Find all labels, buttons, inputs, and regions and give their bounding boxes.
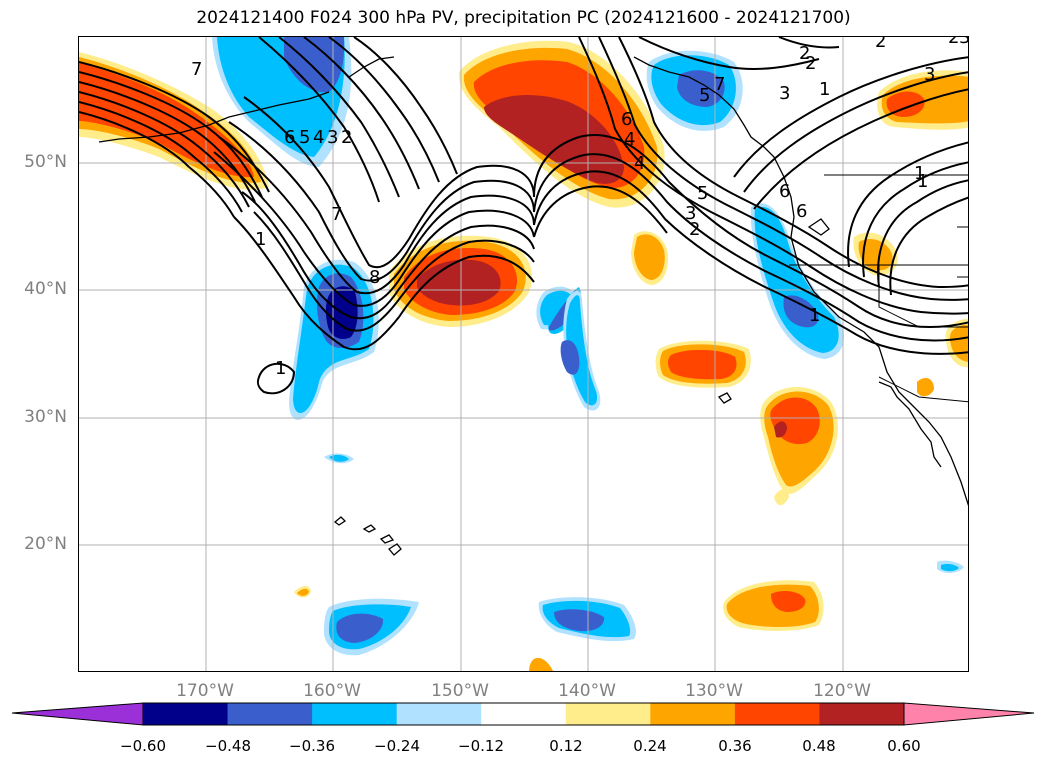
contour-label: 3 — [924, 64, 935, 85]
contour-label: 4 — [634, 153, 645, 174]
contour-label: 1 — [819, 79, 830, 100]
contour-label: 2 — [799, 43, 810, 64]
lat-label-40n: 40°N — [24, 279, 67, 299]
colorbar-segment — [396, 703, 482, 725]
colorbar-segment — [227, 703, 313, 725]
colorbar-tick-label: −0.12 — [458, 737, 504, 755]
colorbar-tick-label: 0.24 — [633, 737, 667, 755]
contour-label: 2 — [689, 219, 700, 240]
colorbar-tick-label: 0.48 — [802, 737, 836, 755]
colorbar-tick-label: −0.48 — [205, 737, 251, 755]
colorbar-tick-label: −0.36 — [289, 737, 335, 755]
contour-label: 1 — [255, 229, 266, 250]
colorbar-segment — [819, 703, 905, 725]
gridlines — [79, 37, 968, 671]
colorbar-tick-label: 0.12 — [549, 737, 583, 755]
colorbar-segment — [312, 703, 398, 725]
contour-label: 3 — [327, 127, 338, 148]
contour-label: 7 — [331, 204, 342, 225]
contour-label: 6 — [796, 201, 807, 222]
colorbar — [11, 702, 1035, 726]
lon-label-120w: 120°W — [813, 681, 871, 701]
colorbar-tick-label: −0.60 — [120, 737, 166, 755]
map-title: 2024121400 F024 300 hPa PV, precipitatio… — [196, 8, 851, 28]
contour-label: 8 — [369, 267, 380, 288]
contour-label: 3 — [685, 203, 696, 224]
pv-contours — [79, 37, 968, 395]
colorbar-segment — [143, 703, 229, 725]
contour-label: 4 — [624, 129, 635, 150]
contour-label: 1 — [809, 305, 820, 326]
contour-label: 3 — [959, 37, 969, 48]
contour-label: 2 — [875, 37, 886, 52]
contour-label: 6 — [621, 109, 632, 130]
contour-label: 7 — [191, 59, 202, 80]
colorbar-tick-label: 0.36 — [718, 737, 752, 755]
contour-label: 2 — [341, 127, 352, 148]
colorbar-segment — [481, 703, 567, 725]
colorbar-tick-label: −0.24 — [374, 737, 420, 755]
lon-label-130w: 130°W — [685, 681, 743, 701]
contour-label: 4 — [313, 127, 324, 148]
lon-label-170w: 170°W — [176, 681, 234, 701]
lat-label-20n: 20°N — [24, 534, 67, 554]
lat-label-50n: 50°N — [24, 152, 67, 172]
lat-label-30n: 30°N — [24, 407, 67, 427]
contour-label: 5 — [699, 85, 710, 106]
contour-label: 1 — [917, 171, 928, 192]
lon-label-150w: 150°W — [431, 681, 489, 701]
colorbar-extend-low — [12, 703, 143, 725]
contour-labels: 7 6 5 4 3 2 1 8 7 1 6 5 4 3 2 6 2 2 3 1 … — [191, 37, 969, 379]
contour-label: 6 — [779, 181, 790, 202]
contour-label: 7 — [714, 74, 725, 95]
contour-label: 1 — [914, 163, 925, 184]
colorbar-segment — [565, 703, 651, 725]
coastlines — [98, 56, 968, 556]
lon-label-140w: 140°W — [558, 681, 616, 701]
lon-label-160w: 160°W — [303, 681, 361, 701]
colorbar-extend-high — [904, 703, 1034, 725]
contour-label: 3 — [779, 83, 790, 104]
contour-label: 5 — [697, 183, 708, 204]
colorbar-segment — [734, 703, 820, 725]
map-panel[interactable]: 7 6 5 4 3 2 1 8 7 1 6 5 4 3 2 6 2 2 3 1 … — [78, 36, 969, 672]
contour-label: 2 — [948, 37, 959, 48]
colorbar-segment — [650, 703, 736, 725]
colorbar-tick-label: 0.60 — [887, 737, 921, 755]
contour-label: 2 — [805, 53, 816, 74]
contour-label: 5 — [299, 127, 310, 148]
map-canvas: 7 6 5 4 3 2 1 8 7 1 6 5 4 3 2 6 2 2 3 1 … — [79, 37, 969, 671]
contour-label: 6 — [284, 127, 295, 148]
contour-label: 1 — [275, 358, 286, 379]
